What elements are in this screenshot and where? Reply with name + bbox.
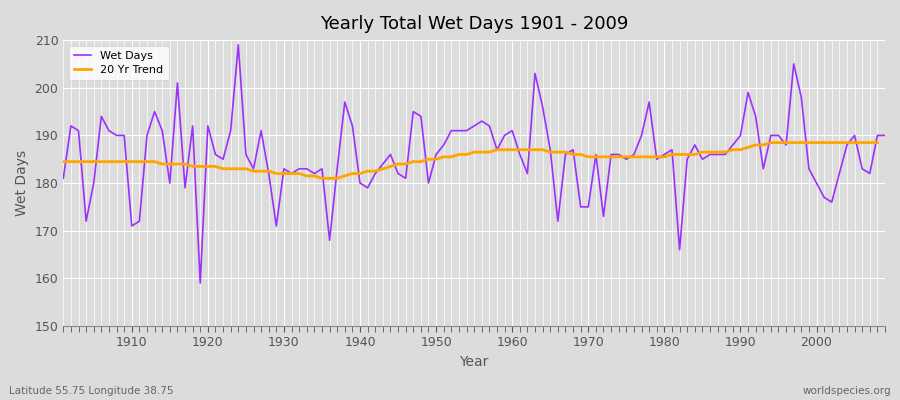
Wet Days (515, 152, 526, 157)
20 Yr Trend (58, 159, 68, 164)
20 Yr Trend (773, 140, 784, 145)
Wet Days (347, 124, 358, 128)
20 Yr Trend (446, 154, 456, 159)
Y-axis label: Wet Days: Wet Days (15, 150, 29, 216)
Wet Days (58, 176, 68, 181)
Wet Days (522, 171, 533, 176)
20 Yr Trend (872, 140, 883, 145)
Line: Wet Days: Wet Days (63, 45, 885, 283)
Wet Days (613, 152, 624, 157)
Text: worldspecies.org: worldspecies.org (803, 386, 891, 396)
Line: 20 Yr Trend: 20 Yr Trend (63, 142, 878, 178)
Wet Days (879, 133, 890, 138)
20 Yr Trend (766, 140, 777, 145)
20 Yr Trend (788, 140, 799, 145)
Wet Days (302, 166, 312, 171)
Text: Latitude 55.75 Longitude 38.75: Latitude 55.75 Longitude 38.75 (9, 386, 174, 396)
Wet Days (194, 281, 205, 286)
X-axis label: Year: Year (460, 355, 489, 369)
20 Yr Trend (141, 159, 152, 164)
20 Yr Trend (187, 164, 198, 169)
Legend: Wet Days, 20 Yr Trend: Wet Days, 20 Yr Trend (68, 46, 168, 80)
20 Yr Trend (712, 150, 723, 154)
20 Yr Trend (317, 176, 328, 181)
Title: Yearly Total Wet Days 1901 - 2009: Yearly Total Wet Days 1901 - 2009 (320, 15, 628, 33)
Wet Days (119, 133, 130, 138)
Wet Days (233, 42, 244, 47)
